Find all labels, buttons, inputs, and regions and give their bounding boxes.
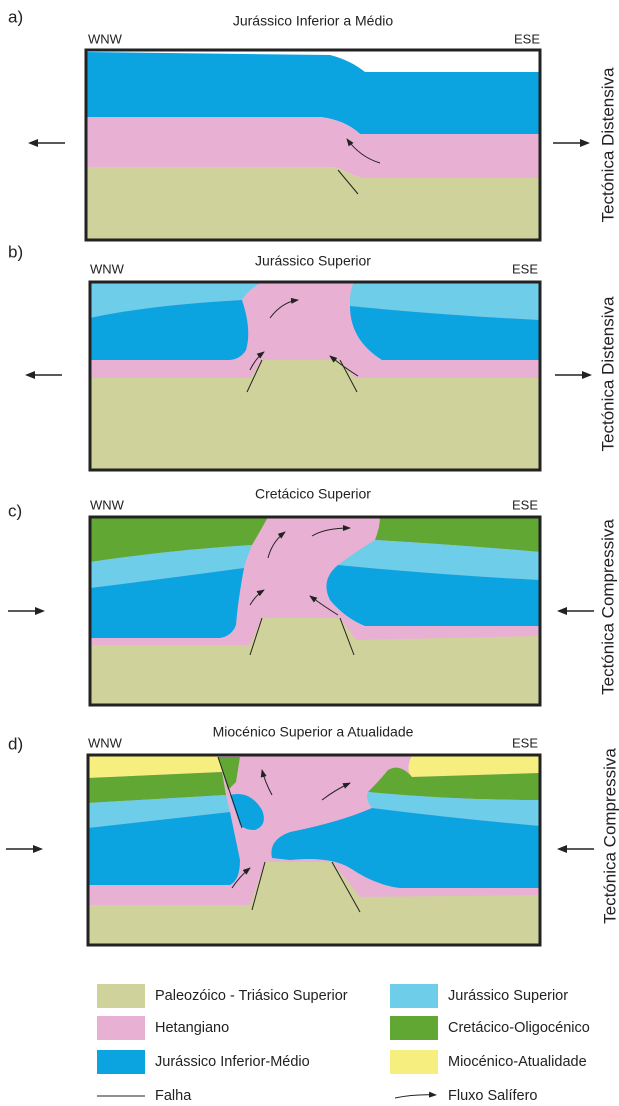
legend-label: Jurássico Inferior-Médio	[155, 1054, 310, 1070]
legend-label: Jurássico Superior	[448, 988, 568, 1004]
panel-label: d)	[8, 734, 23, 753]
legend-label: Hetangiano	[155, 1020, 229, 1036]
legend-swatch	[390, 1016, 438, 1040]
panel-title: Cretácico Superior	[255, 486, 371, 502]
legend-label: Miocénico-Atualidade	[448, 1054, 587, 1070]
panel-label: c)	[8, 501, 22, 520]
legend-flow-arrow	[394, 1091, 437, 1099]
legend-swatch	[97, 1050, 145, 1074]
panel-c: c) Cretácico Superior WNW ESE Tectónica …	[8, 486, 617, 707]
legend-label: Paleozóico - Triásico Superior	[155, 988, 348, 1004]
legend-swatch	[390, 1050, 438, 1074]
panel-d: d) Miocénico Superior a Atualidade WNW E…	[6, 724, 619, 947]
panel-label: a)	[8, 7, 23, 26]
legend-swatch	[97, 1016, 145, 1040]
left-direction: WNW	[90, 261, 125, 276]
legend-swatch	[97, 984, 145, 1008]
tectonic-regime: Tectónica Distensiva	[598, 67, 617, 223]
legend: Paleozóico - Triásico Superior Jurássico…	[97, 984, 590, 1104]
legend-swatch	[390, 984, 438, 1008]
tectonic-regime: Tectónica Distensiva	[598, 296, 617, 452]
right-direction: ESE	[514, 31, 540, 46]
legend-label: Falha	[155, 1088, 192, 1104]
legend-label: Cretácico-Oligocénico	[448, 1020, 590, 1036]
panel-b: b) Jurássico Superior WNW ESE Tectónica …	[8, 242, 617, 472]
tectonic-regime: Tectónica Compressiva	[600, 748, 619, 924]
left-direction: WNW	[88, 31, 123, 46]
left-direction: WNW	[88, 735, 123, 750]
panel-a: a) Jurássico Inferior a Médio WNW ESE Te…	[8, 7, 617, 242]
right-direction: ESE	[512, 261, 538, 276]
panel-title: Jurássico Inferior a Médio	[233, 13, 394, 29]
right-direction: ESE	[512, 497, 538, 512]
right-direction: ESE	[512, 735, 538, 750]
legend-label: Fluxo Salífero	[448, 1088, 537, 1104]
panel-title: Jurássico Superior	[255, 253, 371, 269]
panel-title: Miocénico Superior a Atualidade	[213, 724, 414, 740]
left-direction: WNW	[90, 497, 125, 512]
panel-label: b)	[8, 242, 23, 261]
tectonic-regime: Tectónica Compressiva	[598, 519, 617, 695]
